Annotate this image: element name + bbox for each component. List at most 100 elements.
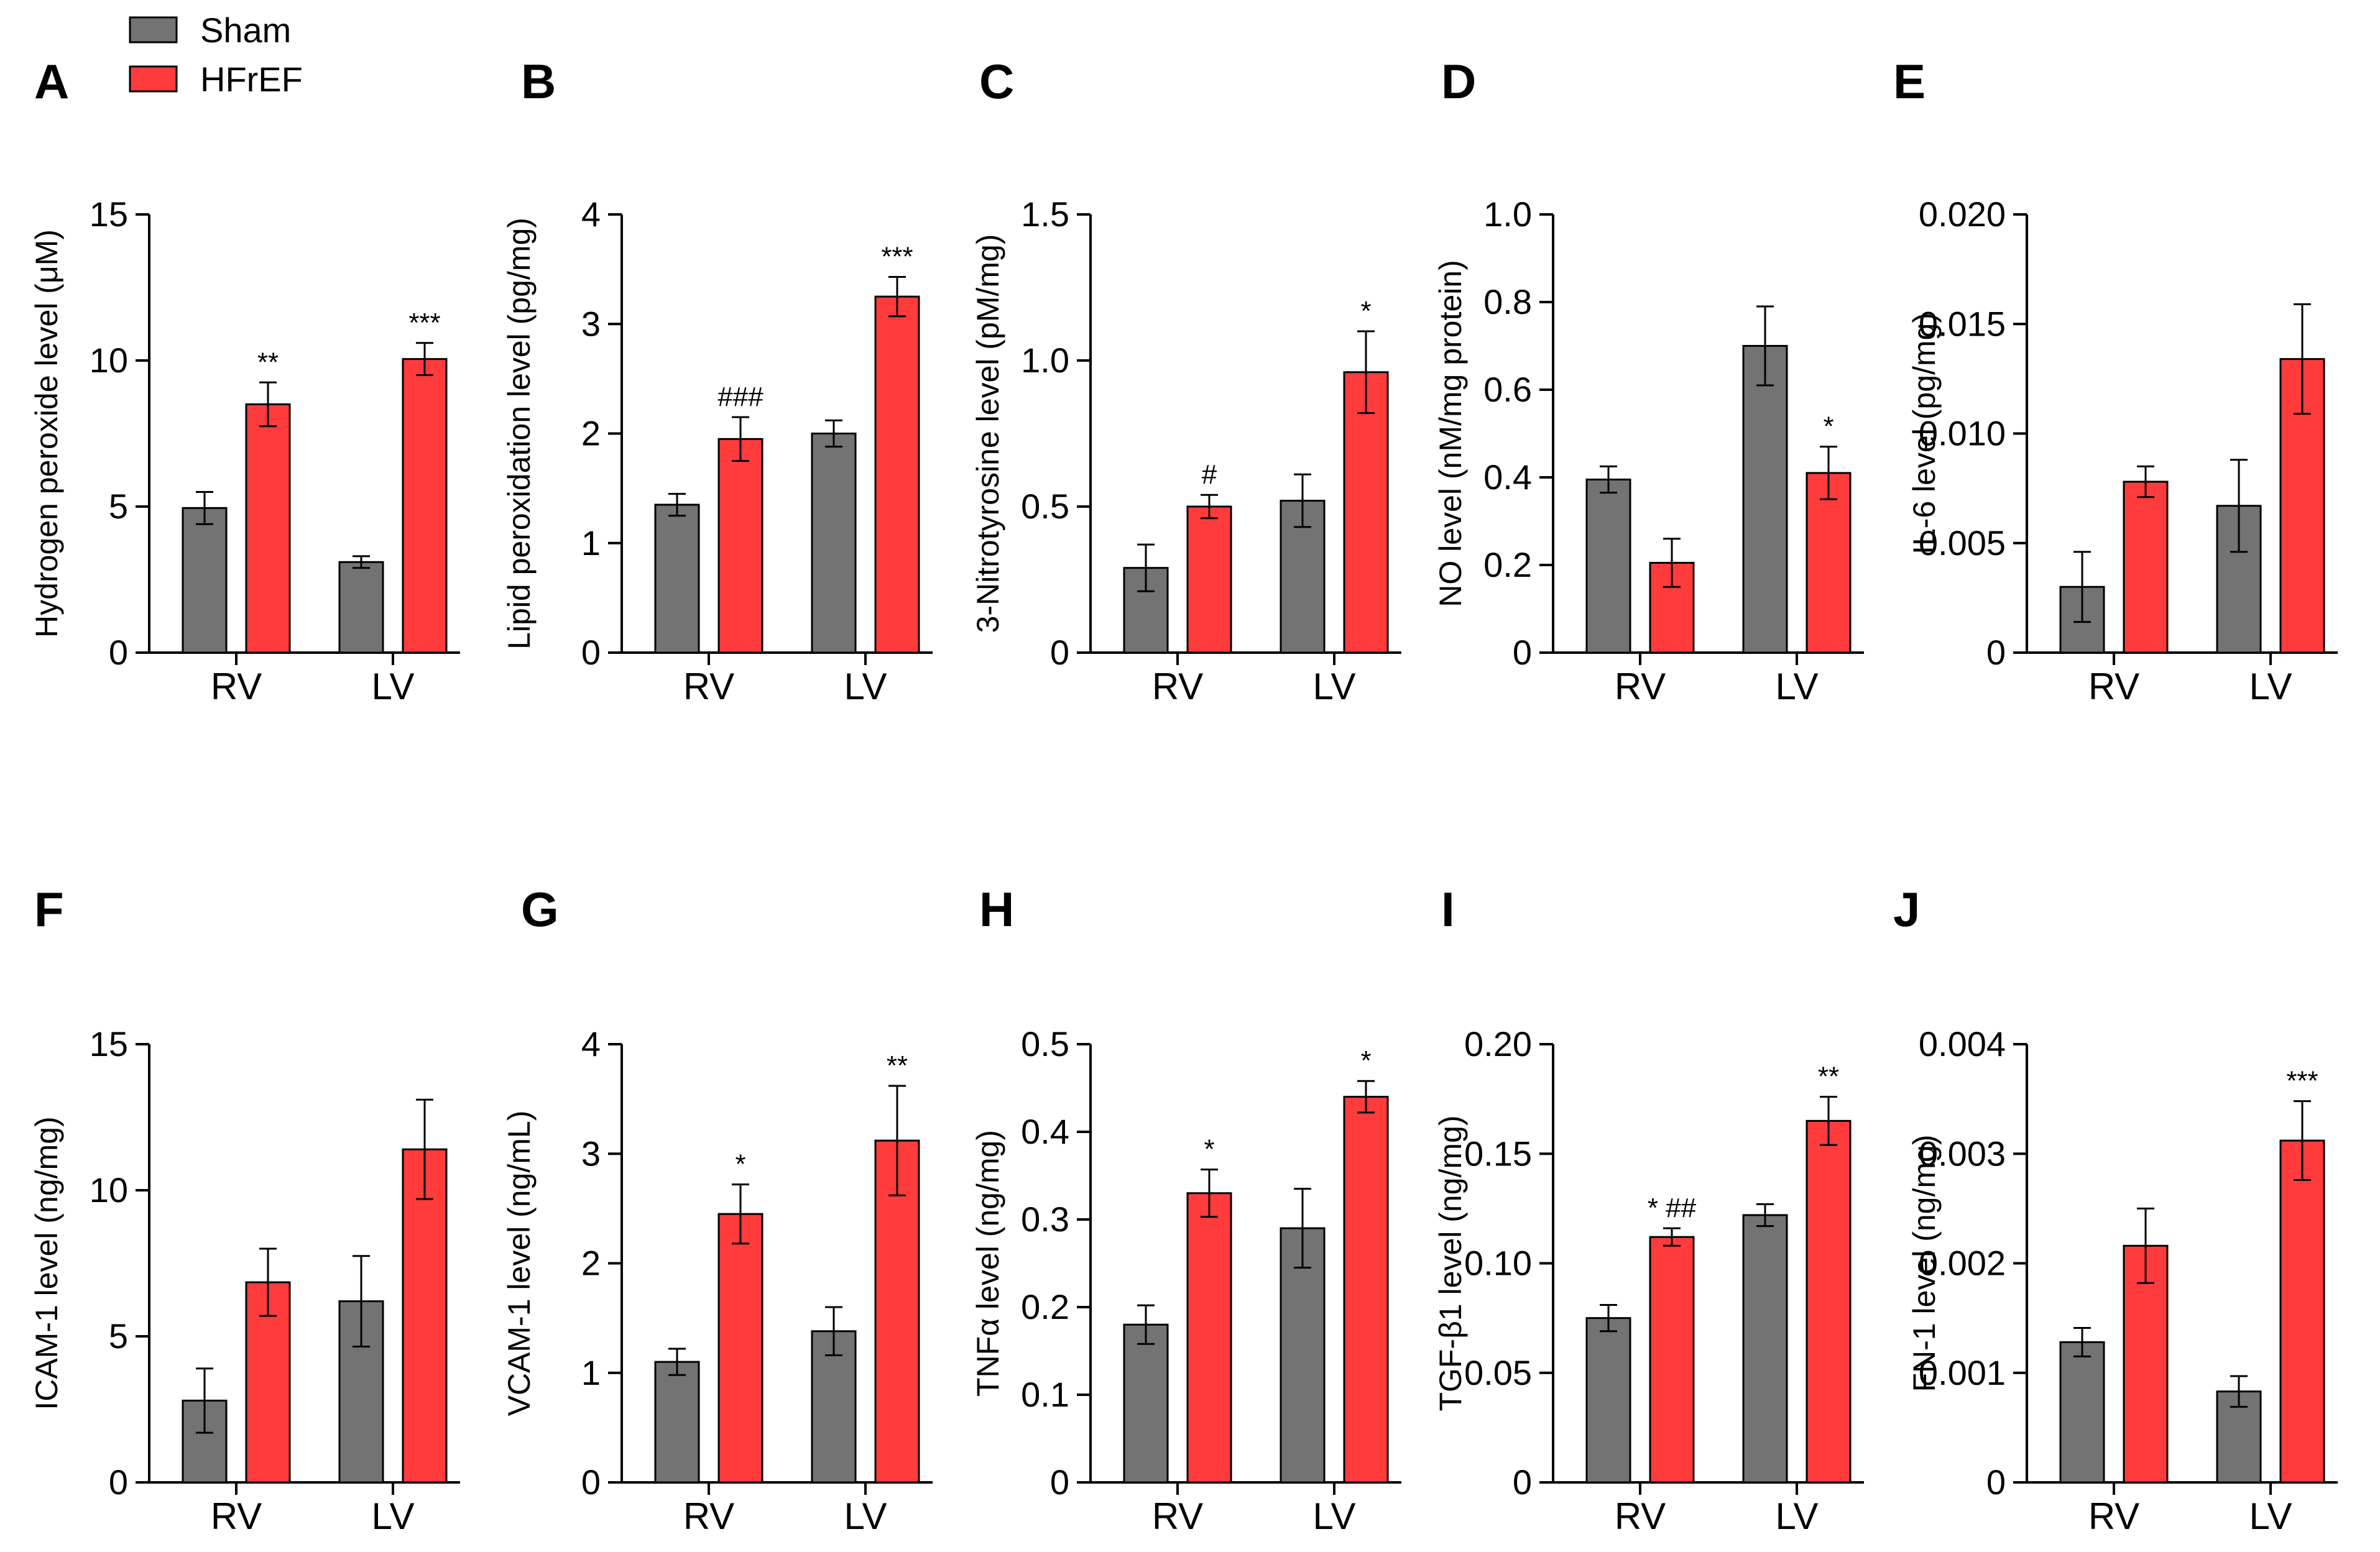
x-tick-label: LV	[844, 666, 887, 707]
panel-letter: E	[1893, 54, 1926, 109]
x-tick-label: LV	[1313, 666, 1356, 707]
y-tick-label: 0.002	[1919, 1244, 2006, 1283]
y-tick-label: 0.2	[1021, 1287, 1069, 1326]
bar-hfref-lv	[1806, 472, 1852, 654]
bar-sham-rv	[654, 1361, 700, 1484]
y-tick-label: 0	[1986, 1462, 2006, 1502]
panel-letter: G	[521, 882, 559, 937]
legend-swatch-hfref	[129, 65, 178, 93]
x-tick-label: RV	[683, 666, 734, 707]
y-axis-label: NO level (nM/mg protein)	[1433, 260, 1468, 607]
significance-label: ***	[881, 241, 913, 272]
significance-label: ###	[717, 382, 763, 412]
panel-letter: C	[979, 54, 1014, 109]
bar-sham-lv	[338, 561, 384, 654]
y-tick-label: 4	[581, 195, 601, 234]
x-tick-label: RV	[1615, 666, 1666, 707]
y-tick-label: 0	[581, 633, 601, 672]
y-tick-label: 0.1	[1021, 1375, 1069, 1414]
panel-d: D 0 0.2 0.4 0.6 0.8 1.0 NO level (nM/mg protein…	[1433, 54, 1864, 707]
bar-sham-lv	[1742, 345, 1788, 654]
y-tick-label: 0.4	[1021, 1112, 1069, 1151]
y-axis-label: FN-1 level (ng/mg)	[1907, 1135, 1942, 1392]
panel-a: A 0 5 10 15 Hydrogen peroxide level (μM) RV ** L…	[29, 54, 460, 707]
bar-hfref-lv	[2279, 1139, 2325, 1484]
x-tick-label: LV	[1776, 666, 1819, 707]
y-tick-label: 0.5	[1021, 1024, 1069, 1063]
y-tick-label: 0.15	[1464, 1134, 1532, 1173]
bar-hfref-rv	[1186, 505, 1232, 654]
bar-hfref-rv	[1649, 1236, 1695, 1484]
bar-hfref-lv	[874, 295, 920, 654]
panel-letter: A	[34, 54, 69, 109]
y-tick-label: 2	[581, 414, 601, 453]
x-tick-label: RV	[1152, 1495, 1203, 1537]
y-tick-label: 1	[581, 523, 601, 562]
y-tick-label: 0.10	[1464, 1244, 1532, 1283]
bar-hfref-rv	[717, 1213, 763, 1484]
bar-hfref-lv	[874, 1139, 920, 1484]
significance-label: **	[887, 1050, 908, 1081]
significance-label: *	[1823, 411, 1833, 442]
bar-sham-rv	[2059, 1341, 2105, 1484]
y-tick-label: 3	[581, 1134, 601, 1173]
significance-label: #	[1202, 459, 1217, 490]
x-tick-label: RV	[2088, 1495, 2139, 1537]
y-tick-label: 0.004	[1919, 1024, 2006, 1063]
y-tick-label: 0	[581, 1462, 601, 1502]
panel-letter: F	[34, 882, 64, 937]
x-tick-label: RV	[683, 1495, 734, 1537]
y-tick-label: 0	[109, 1462, 128, 1502]
panel-c: C 0 0.5 1.0 1.5 3-Nitrotyrosine level (pM/mg)…	[971, 54, 1401, 707]
y-tick-label: 0.005	[1919, 523, 2006, 562]
bar-hfref-rv	[245, 403, 291, 654]
x-tick-label: RV	[211, 1495, 262, 1537]
y-tick-label: 4	[581, 1024, 601, 1063]
panel-f: F 0 5 10 15 ICAM-1 level (ng/mg) RV LV	[29, 882, 460, 1537]
panel-letter: B	[521, 54, 556, 109]
y-tick-label: 0.010	[1919, 414, 2006, 453]
y-tick-label: 5	[109, 487, 128, 526]
x-tick-label: LV	[372, 1495, 415, 1537]
y-tick-label: 10	[90, 1170, 128, 1210]
panel-letter: I	[1441, 882, 1455, 937]
legend-label-sham: Sham	[200, 11, 291, 50]
y-tick-label: 0	[1986, 633, 2006, 672]
panel-letter: J	[1893, 882, 1920, 937]
y-axis-label: Lipid peroxidation level (pg/mg)	[502, 218, 537, 650]
y-tick-label: 0.6	[1483, 370, 1532, 409]
x-tick-label: RV	[1152, 666, 1203, 707]
y-tick-label: 0	[1513, 633, 1532, 672]
y-tick-label: 2	[581, 1244, 601, 1283]
x-tick-label: LV	[1776, 1495, 1819, 1537]
bar-sham-rv	[1585, 479, 1631, 654]
legend: Sham HFrEF	[129, 11, 303, 99]
legend-label-hfref: HFrEF	[200, 60, 303, 99]
y-tick-label: 1.5	[1021, 195, 1069, 234]
bar-hfref-lv	[1806, 1119, 1852, 1484]
y-axis-label: TNFα level (ng/mg)	[971, 1130, 1005, 1397]
panel-b: B 0 1 2 3 4 Lipid peroxidation level (pg/mg) RV…	[502, 54, 933, 707]
significance-label: ***	[408, 308, 440, 338]
legend-swatch-sham	[129, 16, 178, 44]
significance-label: **	[1818, 1062, 1839, 1092]
bar-sham-lv	[1742, 1214, 1788, 1484]
y-tick-label: 0.003	[1919, 1134, 2006, 1173]
y-tick-label: 0.015	[1919, 304, 2006, 343]
bar-sham-rv	[1585, 1317, 1631, 1484]
bar-hfref-lv	[402, 1148, 448, 1484]
y-axis-label: TGF-β1 level (ng/mg)	[1433, 1115, 1468, 1411]
significance-label: *	[1204, 1134, 1214, 1165]
y-tick-label: 0.05	[1464, 1353, 1532, 1392]
bar-hfref-lv	[1343, 371, 1389, 654]
y-tick-label: 0	[109, 633, 128, 672]
bar-sham-lv	[1280, 1227, 1326, 1484]
panel-h: H 0 0.1 0.2 0.3 0.4 0.5 TNFα level (ng/mg) RV * LV…	[971, 882, 1401, 1537]
bar-hfref-rv	[717, 438, 763, 654]
bar-hfref-lv	[402, 358, 448, 654]
significance-label: * ##	[1648, 1193, 1697, 1223]
panel-g: G 0 1 2 3 4 VCAM-1 level (ng/mL) RV * LV **	[502, 882, 933, 1537]
y-tick-label: 0.8	[1483, 282, 1532, 321]
